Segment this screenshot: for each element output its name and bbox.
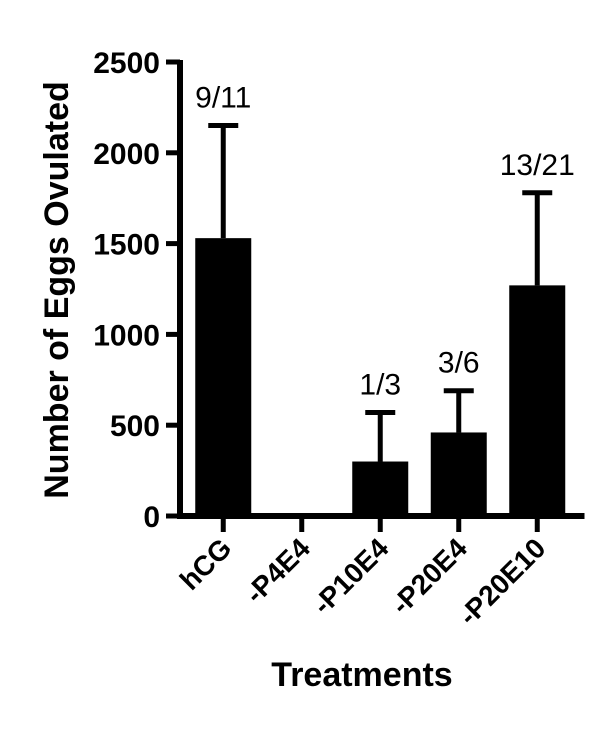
bar — [509, 285, 566, 516]
x-tick-label: -P10E4 — [307, 532, 395, 620]
bar — [195, 238, 252, 517]
data-label: 3/6 — [438, 347, 480, 380]
data-label: 1/3 — [359, 368, 401, 401]
bar — [352, 461, 409, 516]
data-label: 9/11 — [195, 82, 251, 115]
y-tick-label: 500 — [110, 410, 160, 443]
y-tick-label: 2000 — [93, 138, 160, 171]
x-tick-label: hCG — [174, 532, 238, 596]
x-axis-title: Treatments — [271, 656, 452, 694]
y-axis-title: Number of Eggs Ovulated — [38, 81, 76, 499]
data-label: 13/21 — [500, 149, 575, 182]
y-tick-label: 0 — [143, 501, 160, 534]
y-tick-label: 2500 — [93, 47, 160, 80]
y-tick-label: 1500 — [93, 229, 160, 262]
y-tick-label: 1000 — [93, 319, 160, 352]
x-tick-label: -P4E4 — [239, 532, 316, 609]
bar — [430, 432, 487, 516]
plot-area: 0 500 1000 1500 2000 2500 9/11 hCG -P4E4 1/3 -P10E… — [93, 47, 585, 631]
x-tick-label: -P20E10 — [453, 532, 552, 631]
